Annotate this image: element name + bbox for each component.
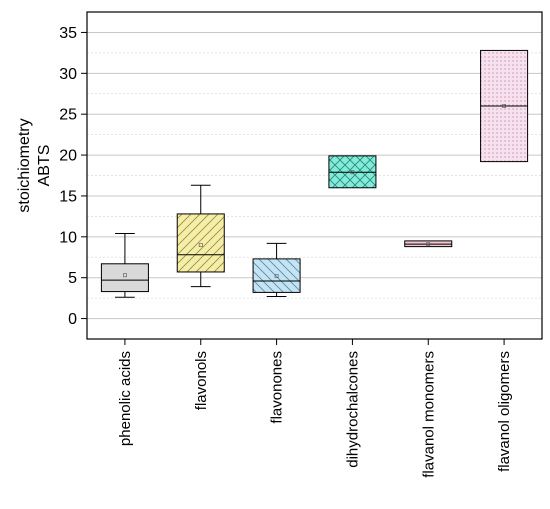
x-category-label: flavanol oligomers [496, 351, 513, 472]
box-outline [100, 263, 149, 293]
box-pattern [177, 213, 225, 272]
y-tick-label: 30 [59, 66, 77, 83]
mean-marker [123, 273, 127, 278]
mean-marker [426, 242, 431, 247]
mean-marker [350, 170, 355, 175]
mean-marker [274, 274, 279, 278]
box-flavanol-monomers [404, 240, 453, 248]
grid-lines [87, 11, 542, 340]
box-outline [176, 213, 225, 273]
y-tick-label: 35 [59, 25, 77, 42]
box-fill [101, 263, 149, 292]
axes [81, 11, 543, 345]
box-outline [252, 258, 301, 293]
box-flavonols [176, 184, 225, 288]
x-category-label: flavonones [269, 351, 286, 424]
y-tick-label: 20 [59, 148, 77, 165]
y-tick-label: 5 [68, 270, 77, 287]
mean-marker [198, 243, 203, 247]
box-pattern [253, 258, 301, 293]
x-category-label: flavanol monomers [420, 351, 437, 478]
y-tick-label: 15 [59, 188, 77, 205]
box-phenolic-acids [100, 233, 149, 298]
y-tick-label: 0 [68, 311, 77, 328]
box-dihydrochalcones [328, 155, 377, 189]
y-tick-label: 10 [59, 229, 77, 246]
y-axis-title-line: stoichiometry [16, 118, 33, 212]
box-flavanol-oligomers [480, 49, 529, 163]
boxes [100, 49, 529, 298]
mean-marker [502, 104, 506, 108]
x-category-label: flavonols [193, 351, 210, 410]
y-tick-label: 25 [59, 107, 77, 124]
x-category-label: phenolic acids [117, 351, 134, 446]
y-axis-title-line: ABTS [36, 145, 53, 187]
plot-frame [86, 11, 543, 340]
labels: 0 5 10 15 20 25 30 35 phenolic acids flavonols fla… [16, 25, 513, 478]
x-category-label: dihydrochalcones [344, 351, 361, 468]
box-flavonones [252, 242, 301, 297]
